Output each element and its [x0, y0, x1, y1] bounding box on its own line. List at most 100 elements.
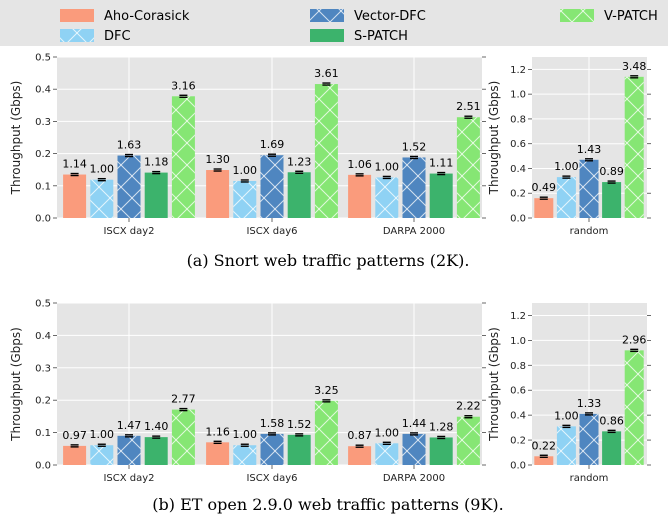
bar-hatch-v-patch — [456, 416, 480, 465]
data-label-v-patch: 3.61 — [314, 67, 339, 80]
data-label-v-patch: 3.16 — [171, 79, 196, 92]
panel-a-random-ytick-label: 0.6 — [510, 139, 526, 150]
legend-label-s-patch: S-PATCH — [354, 29, 408, 44]
data-label-s-patch: 1.52 — [287, 418, 312, 431]
panel-b-random-xtick-label: random — [570, 473, 609, 484]
data-label-v-patch: 3.25 — [314, 384, 339, 397]
panel-b-random-ytick-label: 1.0 — [510, 336, 526, 347]
bar-hatch-vector-dfc — [260, 433, 284, 465]
data-label-aho-corasick: 1.16 — [205, 425, 230, 438]
bar-s-patch — [429, 437, 453, 465]
bar-hatch-v-patch — [624, 76, 644, 218]
data-label-s-patch: 1.11 — [429, 157, 454, 170]
bar-hatch-vector-dfc — [117, 155, 141, 218]
panel-b-random-ytick-label: 0.8 — [510, 361, 526, 372]
data-label-vector-dfc: 1.43 — [577, 143, 602, 156]
y-axis-label-random: Throughput (Gbps) — [487, 81, 501, 196]
panel-a-main-ytick-label: 0.2 — [35, 149, 51, 160]
bar-hatch-v-patch — [624, 350, 644, 465]
bar-hatch-dfc — [556, 426, 576, 465]
panel-a-main-ytick-label: 0.3 — [35, 117, 51, 128]
data-label-v-patch: 2.96 — [622, 333, 647, 346]
data-label-vector-dfc: 1.33 — [577, 397, 602, 410]
bar-s-patch — [144, 172, 168, 218]
data-label-aho-corasick: 1.14 — [62, 158, 87, 171]
bar-aho-corasick — [206, 170, 230, 218]
bar-hatch-v-patch — [171, 96, 195, 218]
data-label-vector-dfc: 1.69 — [260, 138, 285, 151]
bar-hatch-dfc — [90, 445, 114, 465]
data-label-vector-dfc: 1.58 — [260, 417, 285, 430]
caption-b: (b) ET open 2.9.0 web traffic patterns (… — [152, 495, 503, 514]
bar-hatch-vector-dfc — [579, 159, 599, 218]
panel-a-random-ytick-label: 1.0 — [510, 90, 526, 101]
panel-b-main-xtick-label: DARPA 2000 — [383, 473, 445, 484]
panel-b-main-ytick-label: 0.3 — [35, 363, 51, 374]
panel-b-main-ytick-label: 0.0 — [35, 461, 51, 472]
panel-a-random-ytick-label: 0.0 — [510, 214, 526, 225]
panel-a-main-ytick-label: 0.4 — [35, 85, 51, 96]
panel-a-main-ytick-label: 0.5 — [35, 53, 51, 64]
data-label-aho-corasick: 0.49 — [532, 181, 557, 194]
data-label-dfc: 1.00 — [90, 163, 115, 176]
panel-a-random-ytick-label: 1.2 — [510, 65, 526, 76]
panel-b-random-ytick-label: 0.4 — [510, 411, 526, 422]
bar-aho-corasick — [206, 442, 230, 465]
data-label-v-patch: 2.22 — [456, 400, 481, 413]
panel-a-random-ytick-label: 0.4 — [510, 164, 526, 175]
y-axis-label-random: Throughput (Gbps) — [487, 327, 501, 442]
bar-hatch-vector-dfc — [260, 155, 284, 218]
data-label-aho-corasick: 1.30 — [205, 153, 230, 166]
panel-a-main-ytick-label: 0.0 — [35, 214, 51, 225]
data-label-s-patch: 1.18 — [144, 156, 169, 169]
chart-a: Throughput (Gbps) 0.0 0.1 0.2 0.3 0.4 0.5 ISCX … — [9, 53, 651, 237]
bar-s-patch — [602, 182, 622, 218]
bar-aho-corasick — [63, 174, 87, 218]
legend-swatch-dfc — [60, 29, 94, 42]
data-label-dfc: 1.00 — [90, 428, 115, 441]
data-label-dfc: 1.00 — [375, 426, 400, 439]
panel-b-random-ytick-label: 0.0 — [510, 461, 526, 472]
data-label-dfc: 1.00 — [554, 409, 579, 422]
bar-hatch-dfc — [375, 443, 399, 465]
bar-hatch-dfc — [233, 445, 257, 465]
legend-label-vector-dfc: Vector-DFC — [354, 9, 426, 24]
bar-s-patch — [144, 437, 168, 465]
panel-b-main-ytick-label: 0.4 — [35, 331, 51, 342]
legend-label-aho-corasick: Aho-Corasick — [104, 9, 190, 24]
bar-aho-corasick — [63, 445, 87, 465]
legend-label-dfc: DFC — [104, 29, 131, 44]
panel-b-random-ytick-label: 0.6 — [510, 386, 526, 397]
bar-hatch-v-patch — [314, 84, 338, 218]
bar-s-patch — [602, 431, 622, 465]
data-label-aho-corasick: 0.22 — [532, 439, 557, 452]
bar-hatch-vector-dfc — [402, 433, 426, 465]
data-label-aho-corasick: 0.97 — [62, 429, 87, 442]
y-axis-label: Throughput (Gbps) — [9, 327, 23, 442]
legend-swatch-v-patch — [560, 9, 594, 22]
panel-b-main-ytick-label: 0.2 — [35, 396, 51, 407]
panel-a-random-ytick-label: 0.2 — [510, 189, 526, 200]
panel-b-random-ytick-label: 0.2 — [510, 436, 526, 447]
data-label-dfc: 1.00 — [233, 428, 258, 441]
panel-a-random-ytick-label: 0.8 — [510, 114, 526, 125]
panel-a-random-xtick-label: random — [570, 226, 609, 237]
data-label-s-patch: 1.23 — [287, 155, 312, 168]
data-label-v-patch: 2.77 — [171, 393, 196, 406]
data-label-s-patch: 1.28 — [429, 420, 454, 433]
panel-a-main-xtick-label: ISCX day6 — [246, 226, 297, 237]
data-label-vector-dfc: 1.47 — [117, 419, 142, 432]
panel-a-main-ytick-label: 0.1 — [35, 181, 51, 192]
data-label-dfc: 1.00 — [375, 160, 400, 173]
bar-hatch-dfc — [556, 177, 576, 218]
caption-a: (a) Snort web traffic patterns (2K). — [187, 251, 470, 270]
bar-hatch-dfc — [375, 177, 399, 218]
data-label-s-patch: 0.86 — [599, 414, 624, 427]
panel-b-main-xtick-label: ISCX day2 — [103, 473, 154, 484]
panel-a-main-xtick-label: ISCX day2 — [103, 226, 154, 237]
y-axis-label: Throughput (Gbps) — [9, 81, 23, 196]
bar-aho-corasick — [534, 198, 554, 218]
bar-hatch-v-patch — [456, 117, 480, 218]
data-label-v-patch: 3.48 — [622, 60, 647, 73]
